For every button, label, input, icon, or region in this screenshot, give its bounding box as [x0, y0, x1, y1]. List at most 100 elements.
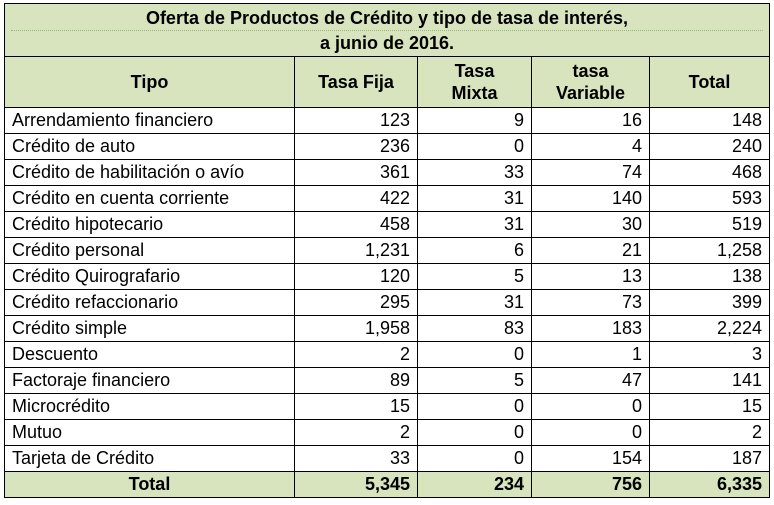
cell-tipo: Microcrédito — [4, 393, 295, 420]
cell-tasa-fija: 123 — [294, 107, 418, 134]
credit-products-table: Oferta de Productos de Crédito y tipo de… — [4, 3, 770, 498]
cell-tasa-variable: 183 — [531, 315, 650, 342]
totals-tasa-fija: 5,345 — [294, 471, 418, 498]
cell-total: 240 — [649, 133, 770, 160]
cell-tasa-fija: 361 — [294, 159, 418, 186]
cell-tipo: Mutuo — [4, 419, 295, 446]
cell-tasa-mixta: 31 — [417, 289, 532, 316]
cell-tasa-variable: 154 — [531, 445, 650, 472]
cell-tasa-variable: 4 — [531, 133, 650, 160]
column-header-tasa-variable-line2: Variable — [555, 83, 626, 103]
cell-total: 148 — [649, 107, 770, 134]
cell-tasa-mixta: 0 — [417, 341, 532, 368]
column-header-tasa-mixta-line2: Mixta — [451, 83, 498, 103]
cell-tasa-fija: 2 — [294, 419, 418, 446]
cell-tasa-mixta: 31 — [417, 185, 532, 212]
cell-tasa-fija: 33 — [294, 445, 418, 472]
table-row: Crédito Quirografario 120 5 13 138 — [4, 263, 770, 290]
cell-tasa-fija: 1,958 — [294, 315, 418, 342]
cell-tipo: Arrendamiento financiero — [4, 107, 295, 134]
cell-total: 3 — [649, 341, 770, 368]
totals-tasa-variable: 756 — [531, 471, 650, 498]
cell-total: 593 — [649, 185, 770, 212]
cell-tasa-variable: 30 — [531, 211, 650, 238]
cell-total: 2 — [649, 419, 770, 446]
cell-tipo: Crédito refaccionario — [4, 289, 295, 316]
cell-tasa-variable: 47 — [531, 367, 650, 394]
cell-tasa-mixta: 5 — [417, 263, 532, 290]
cell-tasa-mixta: 6 — [417, 237, 532, 264]
cell-tipo: Crédito de auto — [4, 133, 295, 160]
cell-tasa-mixta: 0 — [417, 419, 532, 446]
cell-tasa-variable: 16 — [531, 107, 650, 134]
cell-tasa-variable: 0 — [531, 419, 650, 446]
cell-tasa-fija: 236 — [294, 133, 418, 160]
cell-tasa-variable: 140 — [531, 185, 650, 212]
credit-products-table-container: Oferta de Productos de Crédito y tipo de… — [4, 3, 770, 498]
cell-total: 399 — [649, 289, 770, 316]
cell-tasa-fija: 15 — [294, 393, 418, 420]
table-row: Crédito simple 1,958 83 183 2,224 — [4, 315, 770, 342]
cell-tasa-mixta: 33 — [417, 159, 532, 186]
cell-tasa-variable: 0 — [531, 393, 650, 420]
cell-tasa-variable: 13 — [531, 263, 650, 290]
table-row: Factoraje financiero 89 5 47 141 — [4, 367, 770, 394]
cell-tipo: Crédito en cuenta corriente — [4, 185, 295, 212]
cell-tasa-mixta: 0 — [417, 393, 532, 420]
cell-tasa-variable: 21 — [531, 237, 650, 264]
table-row: Crédito hipotecario 458 31 30 519 — [4, 211, 770, 238]
table-row: Arrendamiento financiero 123 9 16 148 — [4, 107, 770, 134]
cell-tasa-fija: 295 — [294, 289, 418, 316]
column-header-tasa-variable: tasa Variable — [531, 56, 650, 108]
cell-tipo: Factoraje financiero — [4, 367, 295, 394]
cell-tasa-fija: 89 — [294, 367, 418, 394]
cell-tipo: Descuento — [4, 341, 295, 368]
cell-tipo: Crédito de habilitación o avío — [4, 159, 295, 186]
column-header-tasa-mixta: Tasa Mixta — [417, 56, 532, 108]
cell-total: 138 — [649, 263, 770, 290]
cell-total: 187 — [649, 445, 770, 472]
cell-tasa-variable: 74 — [531, 159, 650, 186]
cell-tasa-fija: 458 — [294, 211, 418, 238]
cell-tasa-variable: 1 — [531, 341, 650, 368]
table-title: Oferta de Productos de Crédito y tipo de… — [4, 3, 770, 57]
column-header-tasa-fija: Tasa Fija — [294, 56, 418, 108]
table-body: Arrendamiento financiero 123 9 16 148 Crédito… — [4, 107, 770, 472]
column-header-tasa-variable-line1: tasa — [572, 61, 609, 81]
table-row: Descuento 2 0 1 3 — [4, 341, 770, 368]
table-title-line2: a junio de 2016. — [319, 32, 455, 53]
cell-total: 15 — [649, 393, 770, 420]
totals-label: Total — [4, 471, 295, 498]
column-header-tipo: Tipo — [4, 56, 295, 108]
cell-tipo: Crédito Quirografario — [4, 263, 295, 290]
cell-tasa-mixta: 0 — [417, 133, 532, 160]
cell-tipo: Tarjeta de Crédito — [4, 445, 295, 472]
cell-tasa-mixta: 31 — [417, 211, 532, 238]
table-row: Tarjeta de Crédito 33 0 154 187 — [4, 445, 770, 472]
cell-tasa-variable: 73 — [531, 289, 650, 316]
cell-tasa-fija: 120 — [294, 263, 418, 290]
table-title-line1: Oferta de Productos de Crédito y tipo de… — [11, 6, 763, 31]
cell-total: 519 — [649, 211, 770, 238]
cell-total: 141 — [649, 367, 770, 394]
cell-total: 1,258 — [649, 237, 770, 264]
table-row: Crédito en cuenta corriente 422 31 140 593 — [4, 185, 770, 212]
column-header-tasa-mixta-line1: Tasa — [454, 61, 495, 81]
cell-total: 2,224 — [649, 315, 770, 342]
cell-tasa-fija: 1,231 — [294, 237, 418, 264]
totals-row: Total 5,345 234 756 6,335 — [4, 471, 770, 498]
cell-tasa-fija: 2 — [294, 341, 418, 368]
cell-tipo: Crédito personal — [4, 237, 295, 264]
table-row: Crédito refaccionario 295 31 73 399 — [4, 289, 770, 316]
table-row: Crédito de habilitación o avío 361 33 74 468 — [4, 159, 770, 186]
cell-tasa-mixta: 0 — [417, 445, 532, 472]
table-row: Microcrédito 15 0 0 15 — [4, 393, 770, 420]
cell-tipo: Crédito hipotecario — [4, 211, 295, 238]
cell-tasa-mixta: 83 — [417, 315, 532, 342]
table-row: Crédito de auto 236 0 4 240 — [4, 133, 770, 160]
cell-tasa-mixta: 5 — [417, 367, 532, 394]
column-header-row: Tipo Tasa Fija Tasa Mixta tasa Variable … — [4, 56, 770, 108]
cell-tasa-mixta: 9 — [417, 107, 532, 134]
cell-total: 468 — [649, 159, 770, 186]
totals-tasa-mixta: 234 — [417, 471, 532, 498]
